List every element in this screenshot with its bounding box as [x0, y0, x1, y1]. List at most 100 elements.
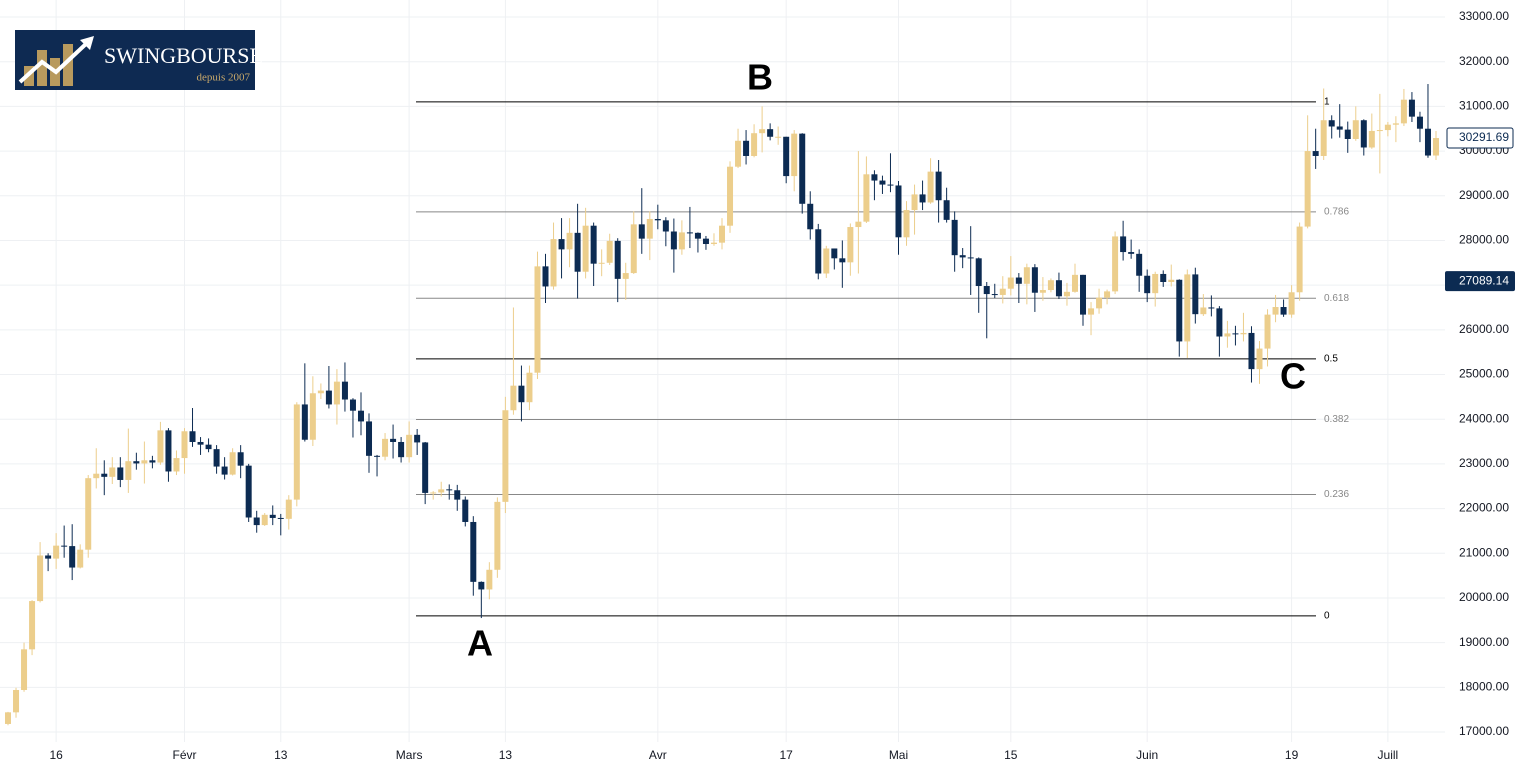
candle-body — [558, 239, 565, 250]
candle-body — [157, 430, 164, 463]
candle-body — [1392, 123, 1399, 125]
candle-body — [285, 499, 292, 519]
candle-body — [309, 393, 316, 440]
candle-body — [125, 461, 132, 480]
candle-body — [855, 221, 862, 228]
candle-body — [77, 549, 84, 568]
candle-body — [1384, 124, 1391, 131]
candle-body — [1112, 236, 1119, 292]
annotation: A — [467, 623, 493, 664]
candle-body — [983, 286, 990, 295]
candle-body — [526, 372, 533, 403]
candle-body — [1320, 120, 1327, 156]
candle-body — [1312, 151, 1319, 156]
candle-body — [638, 224, 645, 239]
candle-body — [37, 555, 44, 602]
candle-body — [1408, 99, 1415, 117]
candle-body — [927, 171, 934, 203]
candle-body — [398, 441, 405, 458]
candle-body — [735, 140, 742, 167]
candle-body — [366, 421, 373, 456]
candle-body — [1088, 308, 1095, 315]
candle-body — [670, 231, 677, 250]
y-tick-label: 31000.00 — [1459, 99, 1509, 113]
candle-body — [1264, 314, 1271, 349]
candle-body — [799, 133, 806, 204]
grid — [0, 0, 1445, 742]
logo-bar — [37, 50, 47, 86]
candle-body — [446, 489, 453, 491]
candle-body — [269, 514, 276, 518]
candle-body — [775, 136, 782, 138]
candle-body — [791, 133, 798, 177]
candle-body — [598, 262, 605, 264]
candle-body — [863, 174, 870, 222]
fib-label: 0.786 — [1324, 207, 1349, 218]
candle-body — [454, 490, 461, 500]
annotation: C — [1280, 356, 1306, 397]
candle-body — [117, 467, 124, 480]
candle-body — [1047, 280, 1054, 291]
y-tick-label: 22000.00 — [1459, 501, 1509, 515]
y-tick-label: 17000.00 — [1459, 724, 1509, 738]
candle-body — [101, 473, 108, 477]
y-tick-label: 18000.00 — [1459, 679, 1509, 693]
candle-body — [253, 517, 260, 526]
candle-body — [847, 227, 854, 263]
candle-body — [783, 136, 790, 177]
candle-body — [486, 569, 493, 590]
candle-body — [1328, 120, 1335, 127]
candle-body — [45, 555, 52, 559]
candle-body — [831, 248, 838, 259]
candle-body — [646, 218, 653, 239]
logo-tagline: depuis 2007 — [197, 72, 251, 84]
marked-price-badge — [1445, 271, 1515, 292]
fib-label: 1 — [1324, 97, 1330, 108]
candle-body — [1272, 307, 1279, 315]
candle-body — [727, 166, 734, 226]
candle-body — [221, 466, 228, 475]
x-tick-label: 17 — [780, 748, 794, 762]
candle-body — [767, 129, 774, 137]
candle-body — [839, 258, 846, 263]
candle-body — [1336, 126, 1343, 130]
x-tick-label: Févr — [172, 748, 196, 762]
candle-body — [1360, 120, 1367, 148]
y-tick-label: 19000.00 — [1459, 635, 1509, 649]
x-tick-label: 19 — [1285, 748, 1299, 762]
candle-body — [694, 232, 701, 239]
candle-body — [69, 546, 76, 568]
candle-body — [245, 465, 252, 518]
y-tick-label: 33000.00 — [1459, 9, 1509, 23]
fibonacci: 0 0.236 0.382 0.5 0.618 0.786 1 — [416, 97, 1349, 621]
candle-body — [374, 455, 381, 457]
candle-body — [935, 171, 942, 201]
candle-body — [1224, 333, 1231, 337]
fib-label: 0.5 — [1324, 354, 1338, 365]
y-tick-label: 29000.00 — [1459, 188, 1509, 202]
candle-body — [654, 218, 661, 221]
candle-body — [357, 410, 364, 422]
candle-body — [1152, 273, 1159, 294]
candle-body — [1416, 116, 1423, 129]
candle-body — [614, 240, 621, 279]
candle-body — [1376, 130, 1383, 132]
candle-body — [478, 581, 485, 590]
candle-body — [1368, 130, 1375, 148]
candle-body — [85, 478, 92, 550]
candle-body — [301, 404, 308, 440]
candle-body — [422, 442, 429, 493]
candle-body — [911, 194, 918, 211]
candle-body — [1288, 292, 1295, 315]
y-tick-label: 32000.00 — [1459, 54, 1509, 68]
candle-body — [341, 381, 348, 400]
y-tick-label: 25000.00 — [1459, 367, 1509, 381]
candle-body — [1232, 333, 1239, 335]
candle-body — [237, 452, 244, 466]
x-tick-label: 13 — [499, 748, 513, 762]
candle-body — [759, 129, 766, 134]
candle-body — [165, 430, 172, 472]
candle-body — [61, 545, 68, 547]
candle-body — [919, 194, 926, 203]
y-tick-label: 23000.00 — [1459, 456, 1509, 470]
